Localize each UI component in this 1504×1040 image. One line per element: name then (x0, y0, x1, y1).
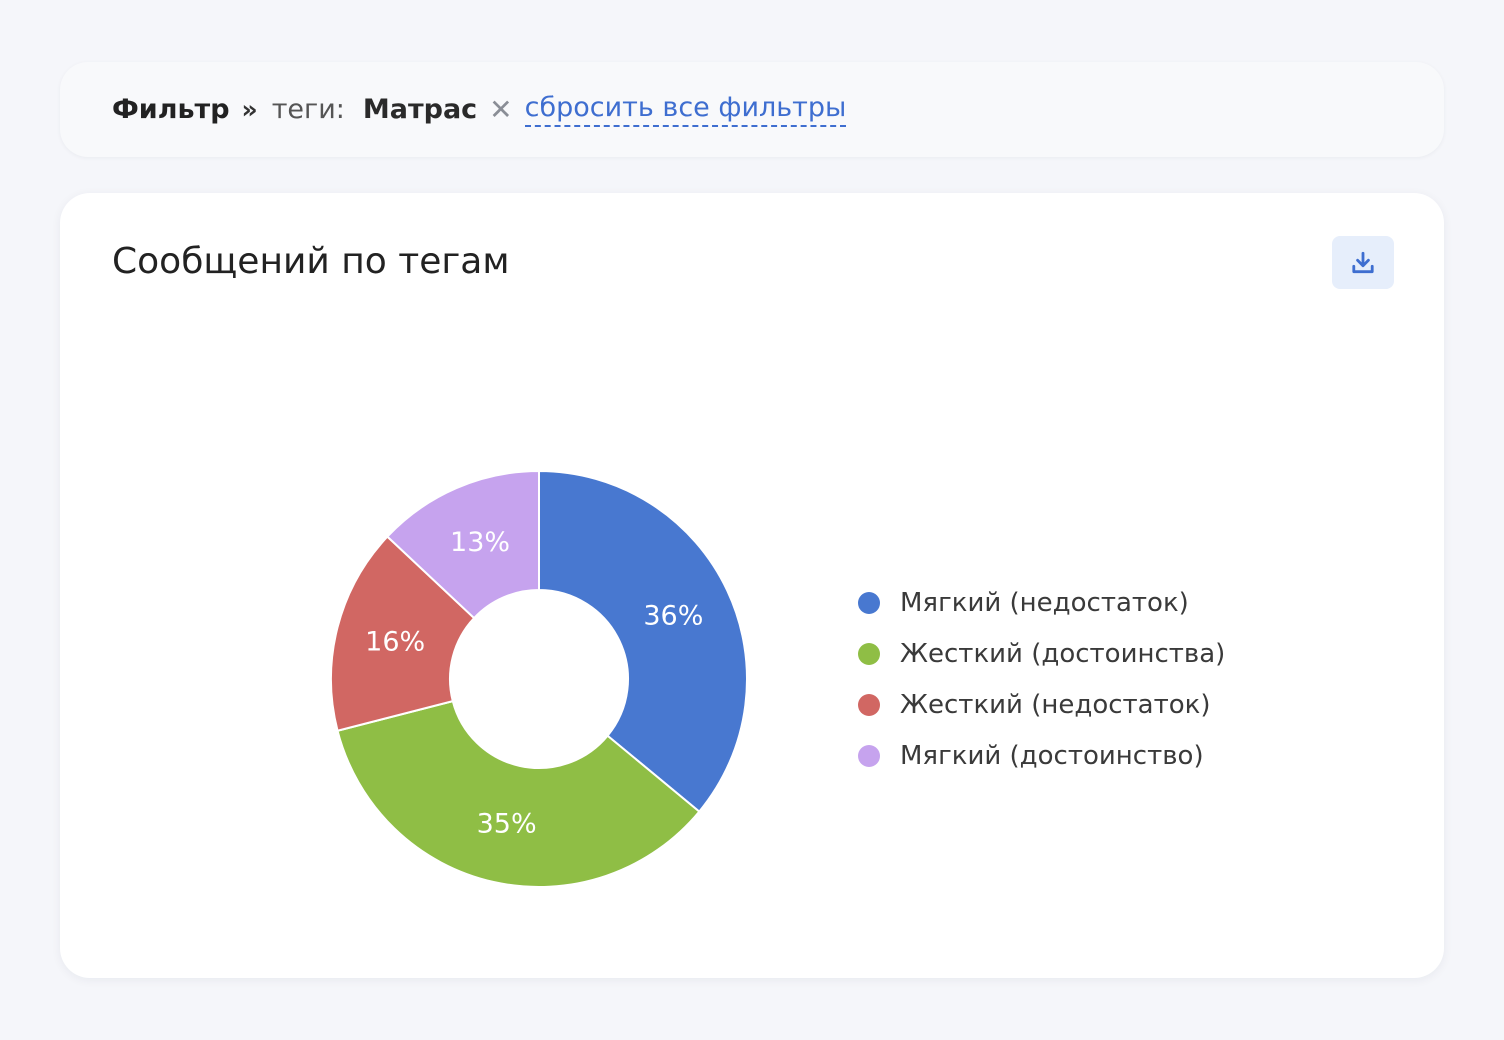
legend-marker (858, 591, 880, 614)
filter-value: Матрас (362, 94, 478, 125)
donut-chart: 36% 35% 16% 13% (330, 469, 748, 888)
legend-item[interactable]: Мягкий (недостаток) (858, 577, 1225, 628)
legend-marker (858, 693, 880, 716)
legend-marker (858, 642, 880, 665)
legend-item[interactable]: Мягкий (достоинство) (858, 730, 1225, 781)
filter-key: теги (271, 94, 336, 125)
slice-label: 13% (450, 527, 510, 558)
filter-colon: : (335, 94, 345, 125)
slice-label: 36% (643, 600, 703, 631)
donut-slice[interactable] (385, 469, 540, 620)
legend-label: Мягкий (достоинство) (900, 740, 1204, 771)
legend-label: Жесткий (достоинства) (900, 638, 1226, 669)
reset-filters-link[interactable]: сбросить все фильтры (524, 92, 847, 127)
filter-bar: Фильтр » теги : Матрас ✕ сбросить все фи… (60, 62, 1444, 157)
remove-filter-icon[interactable]: ✕ (489, 92, 513, 126)
chart-card: Сообщений по тегам 36% 35% 16% 13% Мягкий (… (60, 193, 1444, 978)
slice-label: 35% (477, 808, 537, 839)
legend-label: Жесткий (недостаток) (900, 689, 1211, 720)
download-icon (1352, 251, 1374, 273)
donut-slice[interactable] (336, 699, 701, 888)
filter-separator: » (241, 95, 258, 124)
legend-label: Мягкий (недостаток) (900, 587, 1189, 618)
filter-label: Фильтр (112, 94, 230, 125)
chart-legend: Мягкий (недостаток) Жесткий (достоинства)… (858, 577, 1225, 781)
slice-label: 16% (365, 627, 425, 658)
legend-marker (858, 744, 880, 767)
legend-item[interactable]: Жесткий (достоинства) (858, 628, 1225, 679)
download-button[interactable] (1332, 236, 1394, 289)
chart-title: Сообщений по тегам (112, 241, 510, 282)
legend-item[interactable]: Жесткий (недостаток) (858, 679, 1225, 730)
donut-slice[interactable] (538, 469, 748, 813)
